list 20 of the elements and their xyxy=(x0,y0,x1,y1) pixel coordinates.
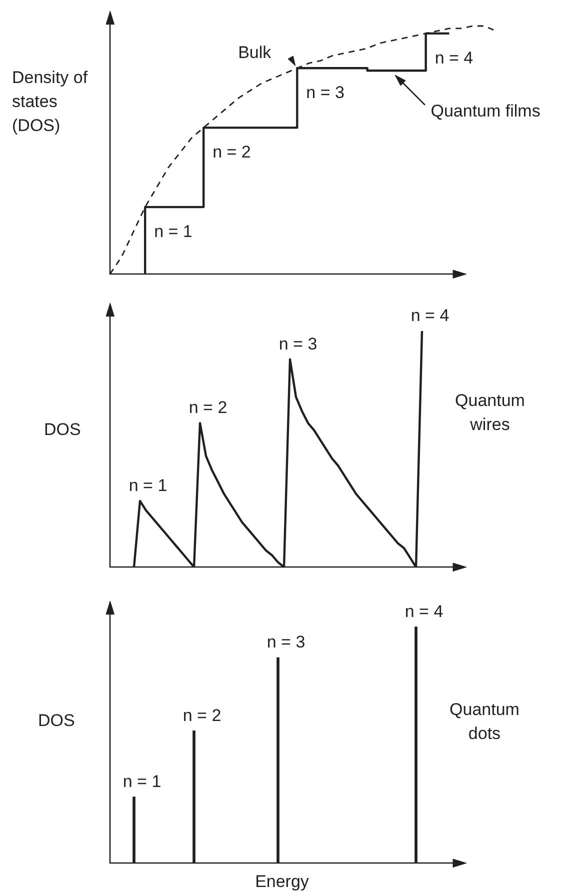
annotation: n = 2 xyxy=(212,142,251,162)
series-label: n = 4 xyxy=(404,602,444,621)
series-label: n = 2 xyxy=(188,398,228,418)
y-axis-title: DOS xyxy=(44,419,82,441)
annotation: n = 4 xyxy=(434,48,474,68)
series-label: n = 1 xyxy=(128,476,168,495)
series-label: n = 3 xyxy=(278,334,318,354)
legend-label: Bulk xyxy=(238,43,272,62)
annotation: n = 1 xyxy=(154,222,192,242)
series-label: n = 3 xyxy=(266,632,306,652)
y-axis-title: Density of states (DOS) xyxy=(12,67,89,137)
series-label: n = 1 xyxy=(122,772,162,791)
annotation: n = 3 xyxy=(306,83,344,102)
series-label: n = 4 xyxy=(410,306,450,325)
x-axis-title: Energy xyxy=(254,871,310,892)
series-label: n = 2 xyxy=(182,706,222,725)
annotation: Quantum wires xyxy=(454,390,526,436)
annotation: Quantum dots xyxy=(448,699,520,745)
series-label: Quantum films xyxy=(430,102,540,121)
y-axis-title: DOS xyxy=(38,710,76,732)
